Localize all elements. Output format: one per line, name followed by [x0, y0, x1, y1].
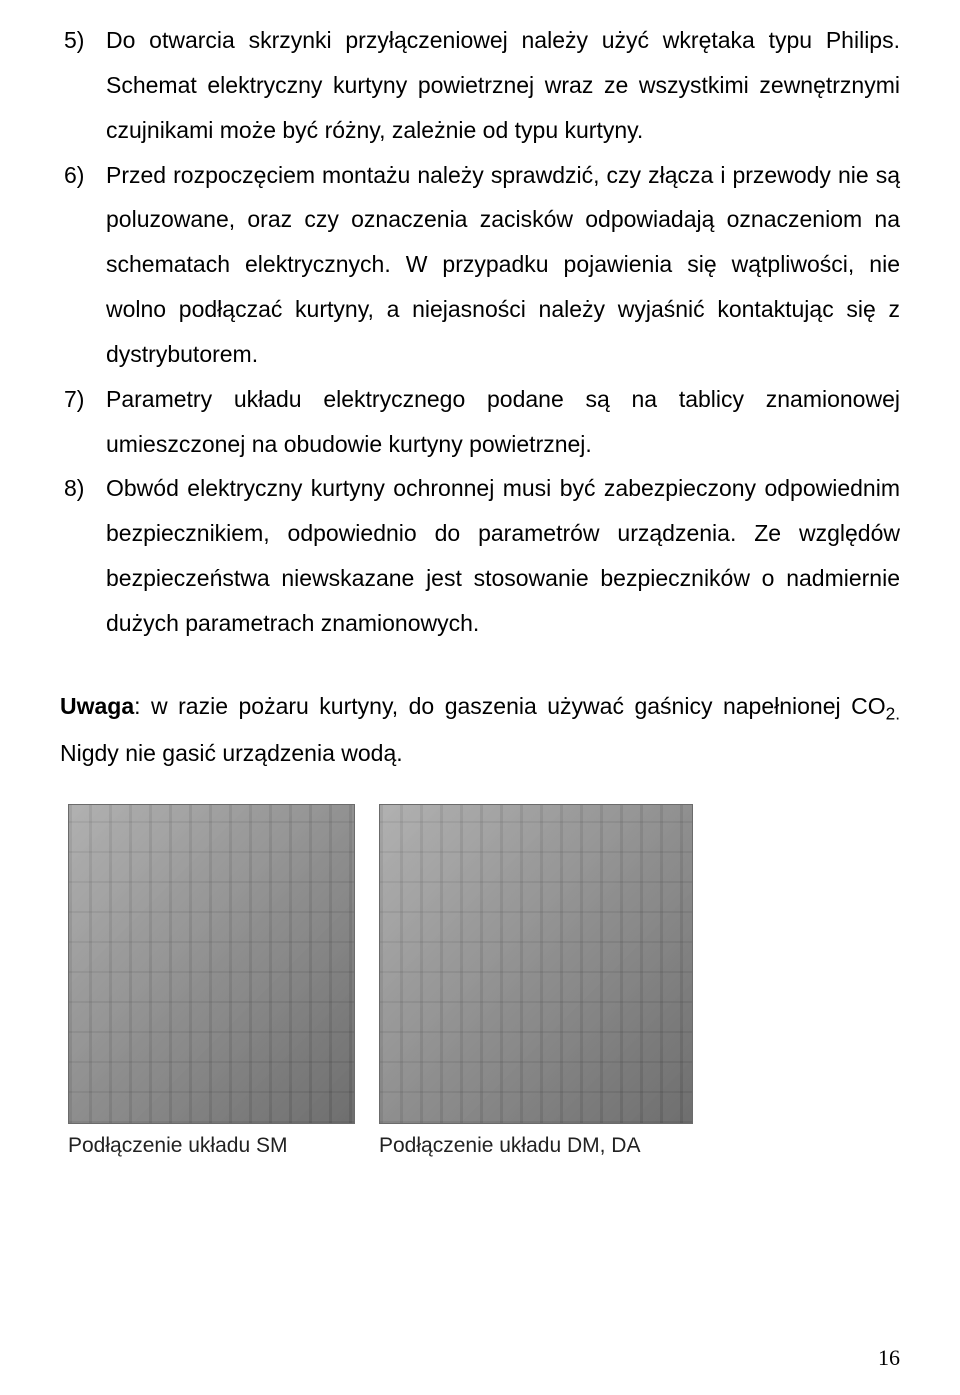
- figure-row: Podłączenie układu SM Podłączenie układu…: [60, 804, 900, 1158]
- photo-placeholder: [69, 805, 354, 1123]
- photo-placeholder: [380, 805, 692, 1123]
- figure-photo-sm: [68, 804, 355, 1124]
- list-marker: 6): [60, 153, 106, 198]
- list-marker: 8): [60, 466, 106, 511]
- list-text: Przed rozpoczęciem montażu należy sprawd…: [106, 153, 900, 377]
- list-item: 8) Obwód elektryczny kurtyny ochronnej m…: [60, 466, 900, 645]
- list-item: 5) Do otwarcia skrzynki przyłączeniowej …: [60, 18, 900, 153]
- list-text: Obwód elektryczny kurtyny ochronnej musi…: [106, 466, 900, 645]
- list-item: 6) Przed rozpoczęciem montażu należy spr…: [60, 153, 900, 377]
- warning-text-before: : w razie pożaru kurtyny, do gaszenia uż…: [134, 693, 885, 719]
- numbered-list: 5) Do otwarcia skrzynki przyłączeniowej …: [60, 18, 900, 646]
- warning-note: Uwaga: w razie pożaru kurtyny, do gaszen…: [60, 684, 900, 776]
- figure: Podłączenie układu SM: [68, 804, 355, 1158]
- figure-photo-dm-da: [379, 804, 693, 1124]
- list-item: 7) Parametry układu elektrycznego podane…: [60, 377, 900, 467]
- list-text: Parametry układu elektrycznego podane są…: [106, 377, 900, 467]
- list-text: Do otwarcia skrzynki przyłączeniowej nal…: [106, 18, 900, 153]
- figure-caption: Podłączenie układu DM, DA: [379, 1134, 693, 1158]
- warning-text-after: Nigdy nie gasić urządzenia wodą.: [60, 740, 403, 766]
- warning-subscript: 2.: [886, 703, 900, 723]
- warning-label: Uwaga: [60, 693, 134, 719]
- document-page: 5) Do otwarcia skrzynki przyłączeniowej …: [0, 0, 960, 1395]
- figure: Podłączenie układu DM, DA: [379, 804, 693, 1158]
- list-marker: 5): [60, 18, 106, 63]
- figure-caption: Podłączenie układu SM: [68, 1134, 355, 1158]
- list-marker: 7): [60, 377, 106, 422]
- page-number: 16: [878, 1345, 900, 1371]
